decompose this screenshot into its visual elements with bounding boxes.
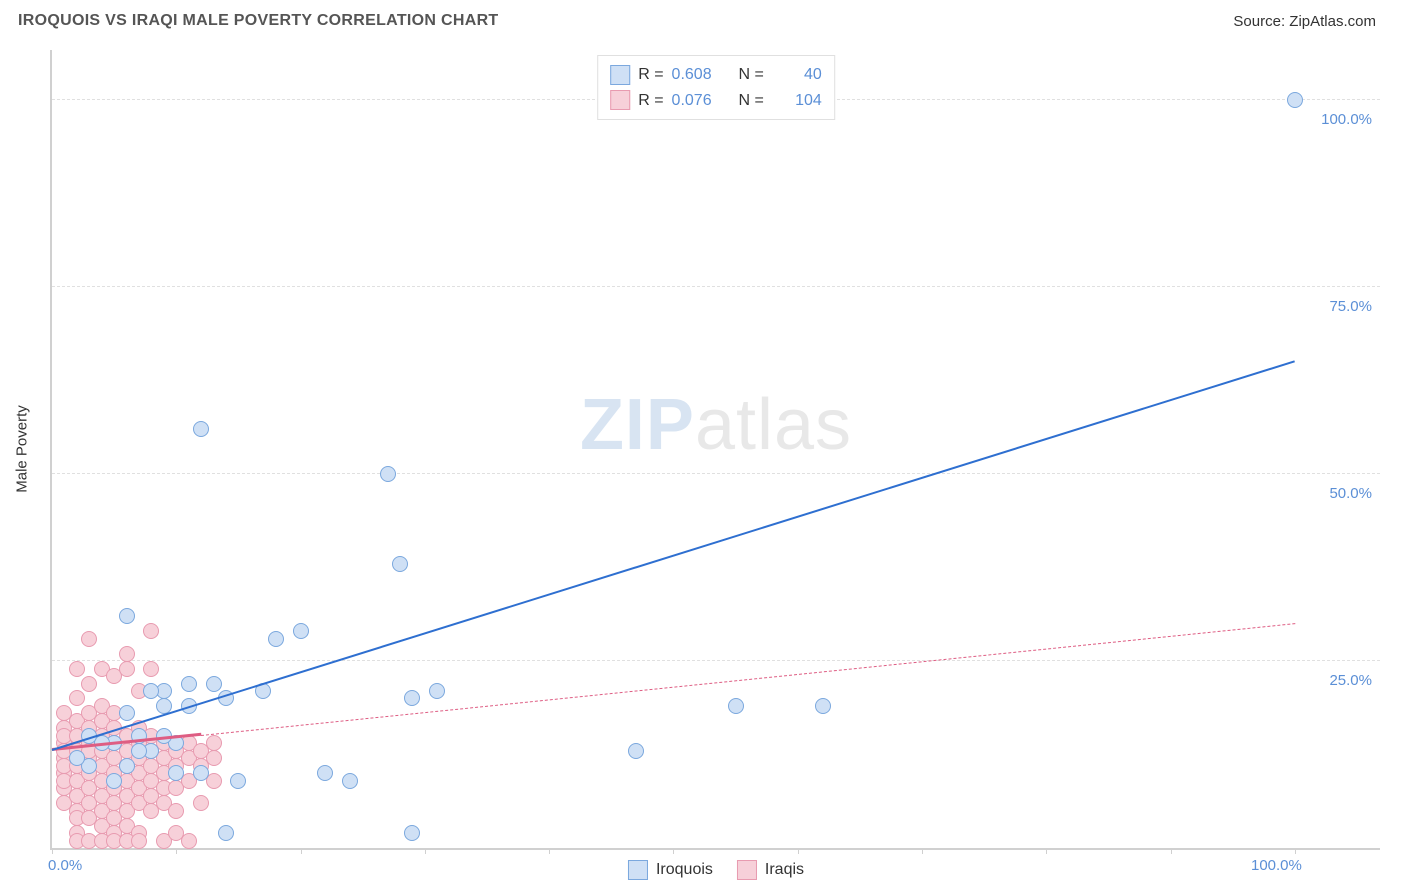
source-attribution: Source: ZipAtlas.com [1233, 13, 1376, 30]
iroquois-point [119, 758, 135, 774]
x-tick-label: 0.0% [48, 857, 82, 874]
x-tick [922, 848, 923, 854]
y-axis-label: Male Poverty [14, 405, 31, 493]
watermark: ZIPatlas [580, 384, 852, 466]
iroquois-point [119, 608, 135, 624]
iroquois-point [69, 750, 85, 766]
iroquois-point [628, 743, 644, 759]
iraqis-point [181, 833, 197, 849]
iroquois-point [815, 698, 831, 714]
iroquois-point [317, 765, 333, 781]
x-tick [549, 848, 550, 854]
y-tick-label: 100.0% [1321, 111, 1372, 128]
iraqis-point [143, 661, 159, 677]
legend-item: Iroquois [628, 860, 713, 880]
r-value: 0.076 [672, 88, 722, 114]
n-label: N = [730, 62, 764, 88]
iroquois-point [404, 690, 420, 706]
iroquois-point [380, 466, 396, 482]
iroquois-point [106, 773, 122, 789]
iroquois-point [218, 825, 234, 841]
gridline [52, 473, 1380, 474]
iroquois-point [206, 676, 222, 692]
iraqis-point [69, 690, 85, 706]
iroquois-point [168, 765, 184, 781]
y-tick-label: 50.0% [1329, 485, 1372, 502]
r-label: R = [638, 88, 663, 114]
iraqis-point [143, 623, 159, 639]
iroquois-point [143, 683, 159, 699]
y-tick-label: 25.0% [1329, 672, 1372, 689]
iroquois-point [268, 631, 284, 647]
y-tick-label: 75.0% [1329, 298, 1372, 315]
n-label: N = [730, 88, 764, 114]
iraqis-point [119, 661, 135, 677]
x-tick [301, 848, 302, 854]
series-legend: Iroquois Iraqis [628, 860, 804, 880]
chart-title: IROQUOIS VS IRAQI MALE POVERTY CORRELATI… [18, 12, 499, 30]
legend-row: R = 0.608 N = 40 [610, 62, 822, 88]
x-tick [52, 848, 53, 854]
iroquois-point [193, 765, 209, 781]
x-tick [1171, 848, 1172, 854]
iraqis-point [69, 661, 85, 677]
iraqis-point [206, 735, 222, 751]
iroquois-point [193, 421, 209, 437]
legend-swatch [610, 65, 630, 85]
n-value: 104 [772, 88, 822, 114]
iroquois-point [728, 698, 744, 714]
legend-swatch [610, 90, 630, 110]
legend-swatch [737, 860, 757, 880]
iraqis-point [193, 795, 209, 811]
iroquois-point [1287, 92, 1303, 108]
iroquois-point [429, 683, 445, 699]
iroquois-point [181, 676, 197, 692]
correlation-legend: R = 0.608 N = 40 R = 0.076 N = 104 [597, 55, 835, 120]
x-tick [176, 848, 177, 854]
iraqis-point [168, 803, 184, 819]
iraqis-point [81, 676, 97, 692]
r-value: 0.608 [672, 62, 722, 88]
trend-line [201, 623, 1295, 736]
legend-swatch [628, 860, 648, 880]
legend-row: R = 0.076 N = 104 [610, 88, 822, 114]
x-tick [1046, 848, 1047, 854]
iraqis-point [206, 750, 222, 766]
x-tick-label: 100.0% [1251, 857, 1302, 874]
iraqis-point [131, 833, 147, 849]
iroquois-point [131, 743, 147, 759]
legend-label: Iraqis [765, 861, 804, 879]
iroquois-point [392, 556, 408, 572]
iroquois-point [119, 705, 135, 721]
iroquois-point [293, 623, 309, 639]
iraqis-point [81, 631, 97, 647]
x-tick [798, 848, 799, 854]
gridline [52, 660, 1380, 661]
trend-line [52, 360, 1296, 751]
legend-item: Iraqis [737, 860, 804, 880]
iroquois-point [342, 773, 358, 789]
x-tick [673, 848, 674, 854]
x-tick [1295, 848, 1296, 854]
gridline [52, 286, 1380, 287]
legend-label: Iroquois [656, 861, 713, 879]
n-value: 40 [772, 62, 822, 88]
iroquois-point [404, 825, 420, 841]
iroquois-point [230, 773, 246, 789]
x-tick [425, 848, 426, 854]
r-label: R = [638, 62, 663, 88]
scatter-chart: ZIPatlas Male Poverty R = 0.608 N = 40 R… [50, 50, 1380, 850]
iraqis-point [119, 646, 135, 662]
